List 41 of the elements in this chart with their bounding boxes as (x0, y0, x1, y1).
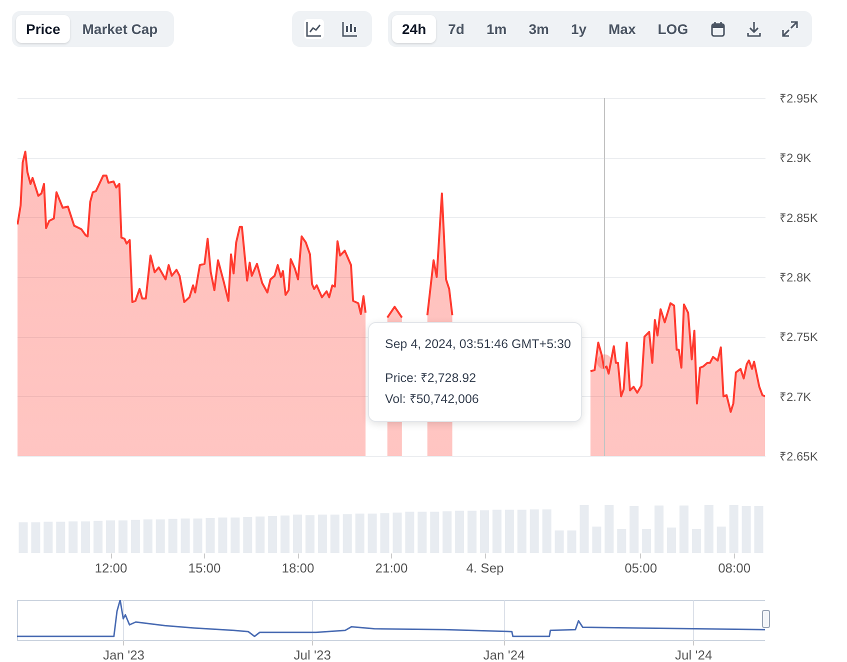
text: 7d (447, 20, 466, 39)
text: 1y (570, 20, 588, 39)
bar (642, 529, 652, 553)
x-tick-label: 05:00 (624, 560, 658, 576)
text: Max (608, 20, 637, 39)
annotation: Vol: ₹50,742,006 (385, 391, 480, 407)
x-tick-label: 08:00 (718, 560, 751, 576)
y-tick-label: ₹2.85K (780, 210, 818, 225)
x-tick-label: Jan '24 (483, 648, 525, 662)
text: LOG (656, 20, 690, 39)
bar (380, 513, 390, 553)
y-tick-label: ₹2.95K (780, 92, 818, 106)
bar (106, 520, 115, 553)
tooltip: Sep 4, 2024, 03:51:46 GMT+5:30 Price: ₹2,728.92 Vol: ₹50,742,006 (368, 322, 582, 422)
x-tick-label: Jul '24 (675, 648, 712, 662)
y-tick-label: ₹2.7K (780, 390, 812, 404)
text: 3m (528, 20, 550, 39)
text: 1m (485, 20, 508, 39)
x-tick-label: 12:00 (94, 560, 128, 576)
bar (293, 514, 302, 553)
annotation: Price: ₹2,728.92 (385, 370, 478, 386)
y-tick-label: ₹2.65K (780, 450, 818, 464)
bar (193, 518, 202, 553)
text: Price (16, 15, 70, 43)
x-tick-label: 4. Sep (466, 560, 504, 576)
x-tick-label: Jan '23 (103, 648, 145, 662)
bar (729, 505, 738, 553)
annotation: Sep 4, 2024, 03:51:46 GMT+5:30 (385, 337, 571, 351)
text: 24h (392, 15, 436, 43)
bar (206, 518, 215, 553)
y-tick-label: ₹2.9K (780, 151, 812, 166)
y-tick-label: ₹2.75K (780, 330, 818, 344)
x-tick-label: 15:00 (188, 560, 221, 576)
x-tick-label: 21:00 (375, 560, 408, 576)
bar (480, 510, 489, 553)
text: Market Cap (81, 20, 159, 39)
x-tick-label: Jul '23 (294, 648, 331, 662)
x-tick-label: 18:00 (282, 560, 314, 576)
bar (392, 512, 402, 553)
y-tick-label: ₹2.8K (780, 270, 812, 284)
bar (630, 506, 639, 553)
